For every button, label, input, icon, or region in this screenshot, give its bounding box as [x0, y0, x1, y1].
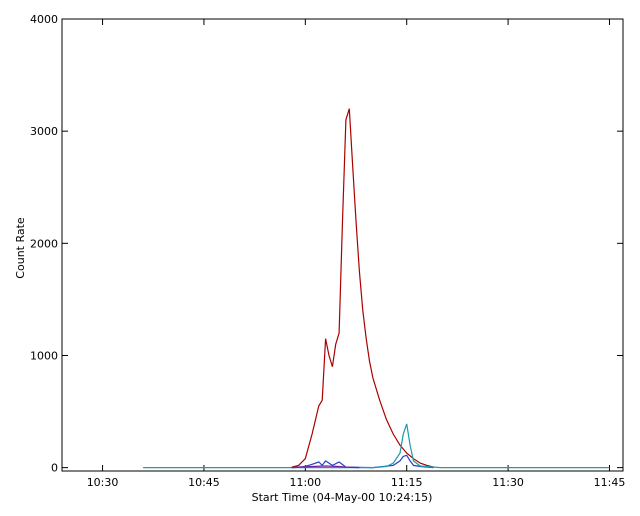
ticks-layer: 10:30 10:45 11:00 11:15 11:30 11:45 0 1000 2000 3…	[30, 13, 625, 489]
x-tick-label: 11:15	[391, 476, 423, 489]
series-line-4	[291, 465, 360, 469]
y-axis-label: Count Rate	[14, 217, 27, 279]
plot-frame	[61, 18, 624, 472]
y-tick-label: 0	[51, 462, 58, 475]
y-tick-label: 2000	[30, 237, 58, 250]
x-axis-label: Start Time (04-May-00 10:24:15)	[252, 491, 433, 504]
series-layer	[143, 108, 610, 469]
series-line-1	[291, 108, 434, 468]
x-tick-label: 11:00	[289, 476, 321, 489]
series-line-3	[143, 423, 610, 469]
x-tick-label: 11:30	[492, 476, 524, 489]
y-tick-label: 1000	[30, 349, 58, 362]
y-tick-label: 3000	[30, 125, 58, 138]
x-tick-label: 10:45	[188, 476, 220, 489]
x-tick-label: 10:30	[87, 476, 119, 489]
x-tick-label: 11:45	[594, 476, 626, 489]
y-tick-label: 4000	[30, 13, 58, 26]
